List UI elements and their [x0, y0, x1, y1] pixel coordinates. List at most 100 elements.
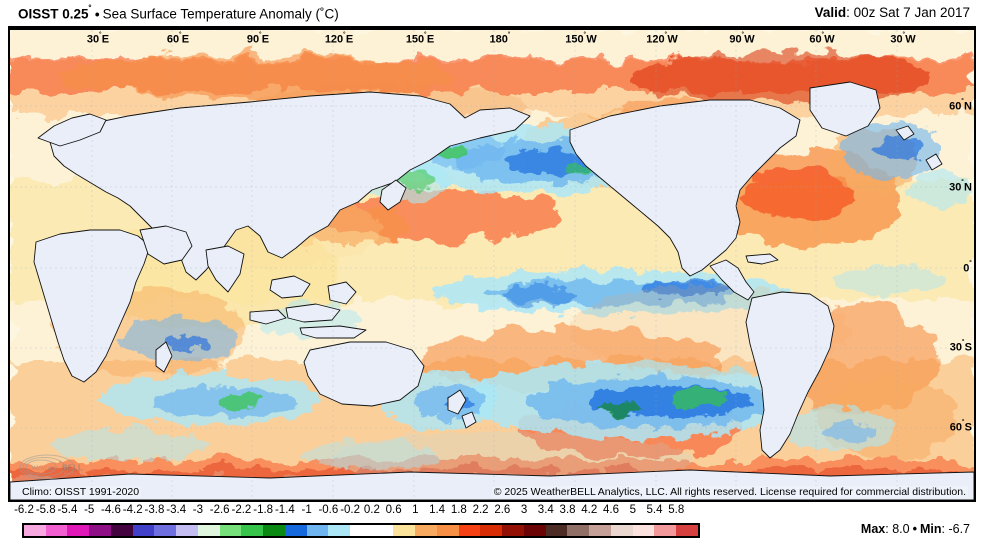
min-label: Min: [919, 522, 942, 536]
south-america-shape: [745, 291, 835, 459]
logo-wordmark-weather: W: [31, 463, 39, 472]
graticule-layer: [10, 30, 974, 500]
colorbar-swatch-3[interactable]: [89, 525, 111, 536]
colorbar-swatch-23[interactable]: [523, 525, 546, 536]
colorbar-tick-16: 0.2: [363, 504, 380, 516]
colorbar-tick-20: 1.8: [450, 504, 467, 516]
colorbar-tick-15: -0.2: [340, 504, 361, 516]
colorbar-swatch-12[interactable]: [284, 525, 307, 536]
colorbar-swatch-1[interactable]: [45, 525, 68, 536]
colorbar-swatch-28[interactable]: [632, 525, 655, 536]
caribbean-shape: [745, 253, 779, 265]
colorbar-swatch-21[interactable]: [480, 525, 503, 536]
colorbar-tick-29: 5.4: [646, 504, 663, 516]
lat-label-30n: 30˚N: [949, 178, 972, 194]
colorbar-swatch-11[interactable]: [263, 525, 285, 536]
colorbar-swatch-7[interactable]: [176, 525, 198, 536]
valid-label: Valid: [814, 5, 847, 20]
colorbar-swatch-22[interactable]: [502, 525, 524, 536]
colorbar-tick-19: 1.4: [429, 504, 446, 516]
colorbar-swatch-8[interactable]: [197, 525, 220, 536]
colorbar-swatch-2[interactable]: [67, 525, 90, 536]
degree-glyph: ˚: [88, 5, 92, 16]
colorbar-tick-8: -3: [192, 504, 204, 516]
colorbar-swatch-24[interactable]: [545, 525, 568, 536]
colorbar-tick-2: -5.4: [57, 504, 78, 516]
colorbar-panel: -6.2 -5.8 -5.4 -5 -4.6 -4.2 -3.8 -3.4 -3 -2.6 -2.2…: [0, 504, 984, 546]
colorbar-tick-27: 4.6: [603, 504, 620, 516]
lon-label-120w: 120˚W: [646, 31, 678, 46]
colorbar-tick-4: -4.6: [101, 504, 121, 516]
lon-label-90e: 90˚E: [246, 31, 270, 46]
colorbar-tick-9: -2.6: [209, 504, 230, 516]
bullet-separator: •: [94, 6, 100, 22]
colorbar-tick-23: 3: [520, 504, 528, 516]
colorbar-swatch-10[interactable]: [241, 525, 264, 536]
colorbar-swatch-5[interactable]: [132, 525, 155, 536]
madagascar-shape: [155, 341, 173, 373]
lat-label-0: 0˚: [963, 259, 972, 275]
max-label: Max: [860, 522, 886, 536]
maxmin-bullet: •: [912, 522, 917, 536]
australia-shape: [303, 341, 425, 407]
colorbar-swatch-20[interactable]: [458, 525, 481, 536]
min-colon: :: [941, 522, 949, 536]
climatology-note: Climo: OISST 1991-2020: [20, 486, 142, 498]
colorbar-tick-25: 3.8: [559, 504, 576, 516]
logo-wordmark-bell: BELL: [62, 464, 83, 473]
max-value: 8.0: [892, 522, 910, 536]
lon-label-60e: 60˚E: [166, 31, 190, 46]
colorbar-tick-6: -3.8: [144, 504, 165, 516]
logo-wordmark-sub: ANALYTICS, LLC: [64, 473, 84, 476]
colorbar-tick-labels: -6.2 -5.8 -5.4 -5 -4.6 -4.2 -3.8 -3.4 -3 -2.6 -2.2…: [14, 504, 700, 521]
map-panel[interactable]: W EATHER BELL ANALYTICS, LLC Climo: OISS…: [8, 28, 976, 502]
copyright-credit: © 2025 WeatherBELL Analytics, LLC. All r…: [491, 486, 968, 498]
colorbar-swatch-4[interactable]: [110, 525, 133, 536]
new-zealand-shape: [447, 389, 467, 415]
max-min-readout: Max: 8.0 • Min: -6.7: [861, 522, 970, 536]
colorbar-tick-24: 3.4: [537, 504, 554, 516]
colorbar-swatch-6[interactable]: [154, 525, 177, 536]
valid-value: 00z Sat 7 Jan 2017: [853, 5, 970, 20]
colorbar-swatch-26[interactable]: [589, 525, 611, 536]
colorbar-tick-14: -0.6: [318, 504, 339, 516]
greenland-shape: [809, 81, 881, 137]
colorbar-swatch-13[interactable]: [306, 525, 329, 536]
java-shape: [299, 325, 367, 339]
page-header: OISST 0.25˚ • Sea Surface Temperature Anom…: [0, 0, 984, 28]
colorbar-tick-21: 2.2: [472, 504, 489, 516]
colorbar-swatch-25[interactable]: [567, 525, 590, 536]
colorbar-tick-17: 0.6: [385, 504, 402, 516]
colorbar-swatch-9[interactable]: [219, 525, 242, 536]
colorbar-tick-1: -5.8: [35, 504, 56, 516]
colorbar-tick-0: -6.2: [14, 504, 34, 516]
colorbar-swatch-30[interactable]: [676, 525, 698, 536]
colorbar-swatch-27[interactable]: [610, 525, 633, 536]
lon-label-120e: 120˚E: [324, 31, 354, 46]
colorbar-swatch-16[interactable]: [371, 525, 394, 536]
colorbar-swatch-18[interactable]: [415, 525, 437, 536]
product-name: OISST 0.25: [18, 6, 89, 22]
colorbar-swatch-0[interactable]: [24, 525, 46, 536]
japan-shape: [379, 179, 407, 211]
colorbar-swatch-15[interactable]: [350, 525, 372, 536]
sumatra-shape: [249, 309, 287, 325]
colorbar-swatch-29[interactable]: [654, 525, 677, 536]
valid-time: Valid: 00z Sat 7 Jan 2017: [815, 5, 970, 20]
colorbar-swatch-19[interactable]: [436, 525, 459, 536]
colorbar-swatches[interactable]: [22, 523, 700, 538]
borneo-shape: [285, 303, 341, 323]
indochina-shape: [269, 275, 311, 299]
colorbar-tick-13: -1: [301, 504, 312, 516]
philippines-shape: [327, 281, 357, 305]
scandinavia-shape: [37, 113, 107, 147]
colorbar-swatch-17[interactable]: [393, 525, 416, 536]
india-shape: [205, 245, 245, 293]
lon-label-30w: 30˚W: [890, 31, 916, 46]
central-america-shape: [709, 259, 755, 301]
lon-label-30e: 30˚E: [86, 31, 110, 46]
lon-label-150w: 150˚W: [565, 31, 597, 46]
colorbar-swatch-14[interactable]: [328, 525, 351, 536]
colorbar-tick-10: -2.2: [231, 504, 252, 516]
